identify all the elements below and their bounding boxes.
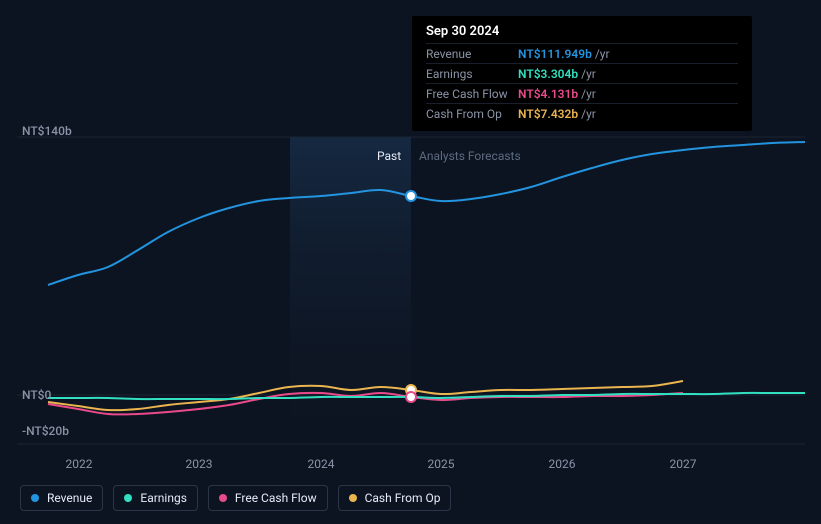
- x-axis-label: 2024: [308, 457, 335, 471]
- legend-dot-icon: [124, 494, 132, 502]
- tooltip-date: Sep 30 2024: [426, 24, 738, 43]
- tooltip-unit: /yr: [578, 85, 596, 103]
- x-axis-label: 2023: [186, 457, 213, 471]
- chart-legend: Revenue Earnings Free Cash Flow Cash From O…: [20, 485, 451, 511]
- financial-chart: NT$140b NT$0 -NT$20b 2022 2023 2024 2025 2026 2…: [0, 0, 821, 524]
- x-axis-label: 2027: [670, 457, 697, 471]
- past-label: Past: [377, 149, 401, 163]
- tooltip-unit: /yr: [592, 45, 610, 63]
- tooltip-row: EarningsNT$3.304b/yr: [426, 63, 738, 83]
- tooltip-unit: /yr: [578, 105, 596, 123]
- legend-item-free-cash-flow[interactable]: Free Cash Flow: [208, 485, 328, 511]
- legend-item-earnings[interactable]: Earnings: [113, 485, 198, 511]
- x-axis-label: 2022: [66, 457, 93, 471]
- x-axis-label: 2026: [549, 457, 576, 471]
- y-axis-label: NT$140b: [22, 124, 72, 138]
- legend-dot-icon: [31, 494, 39, 502]
- series-earnings: [48, 393, 805, 399]
- legend-label: Cash From Op: [365, 491, 441, 505]
- legend-item-revenue[interactable]: Revenue: [20, 485, 103, 511]
- legend-item-cash-from-op[interactable]: Cash From Op: [338, 485, 452, 511]
- forecast-label: Analysts Forecasts: [419, 149, 521, 163]
- tooltip-value: NT$4.131b: [518, 85, 578, 103]
- tooltip-value: NT$111.949b: [518, 45, 592, 63]
- legend-dot-icon: [219, 494, 227, 502]
- series-revenue: [48, 142, 805, 285]
- tooltip-label: Earnings: [426, 65, 518, 83]
- tooltip-row: Cash From OpNT$7.432b/yr: [426, 103, 738, 123]
- y-axis-label: NT$0: [22, 388, 51, 402]
- legend-dot-icon: [349, 494, 357, 502]
- tooltip-label: Revenue: [426, 45, 518, 63]
- tooltip-value: NT$3.304b: [518, 65, 578, 83]
- tooltip-label: Free Cash Flow: [426, 85, 518, 103]
- y-axis-label: -NT$20b: [22, 424, 69, 438]
- tooltip-unit: /yr: [578, 65, 596, 83]
- chart-tooltip: Sep 30 2024 RevenueNT$111.949b/yrEarning…: [412, 16, 752, 131]
- tooltip-row: RevenueNT$111.949b/yr: [426, 43, 738, 63]
- legend-label: Revenue: [47, 491, 92, 505]
- legend-label: Earnings: [140, 491, 187, 505]
- legend-label: Free Cash Flow: [235, 491, 317, 505]
- tooltip-value: NT$7.432b: [518, 105, 578, 123]
- tooltip-label: Cash From Op: [426, 105, 518, 123]
- tooltip-row: Free Cash FlowNT$4.131b/yr: [426, 83, 738, 103]
- x-axis-label: 2025: [428, 457, 455, 471]
